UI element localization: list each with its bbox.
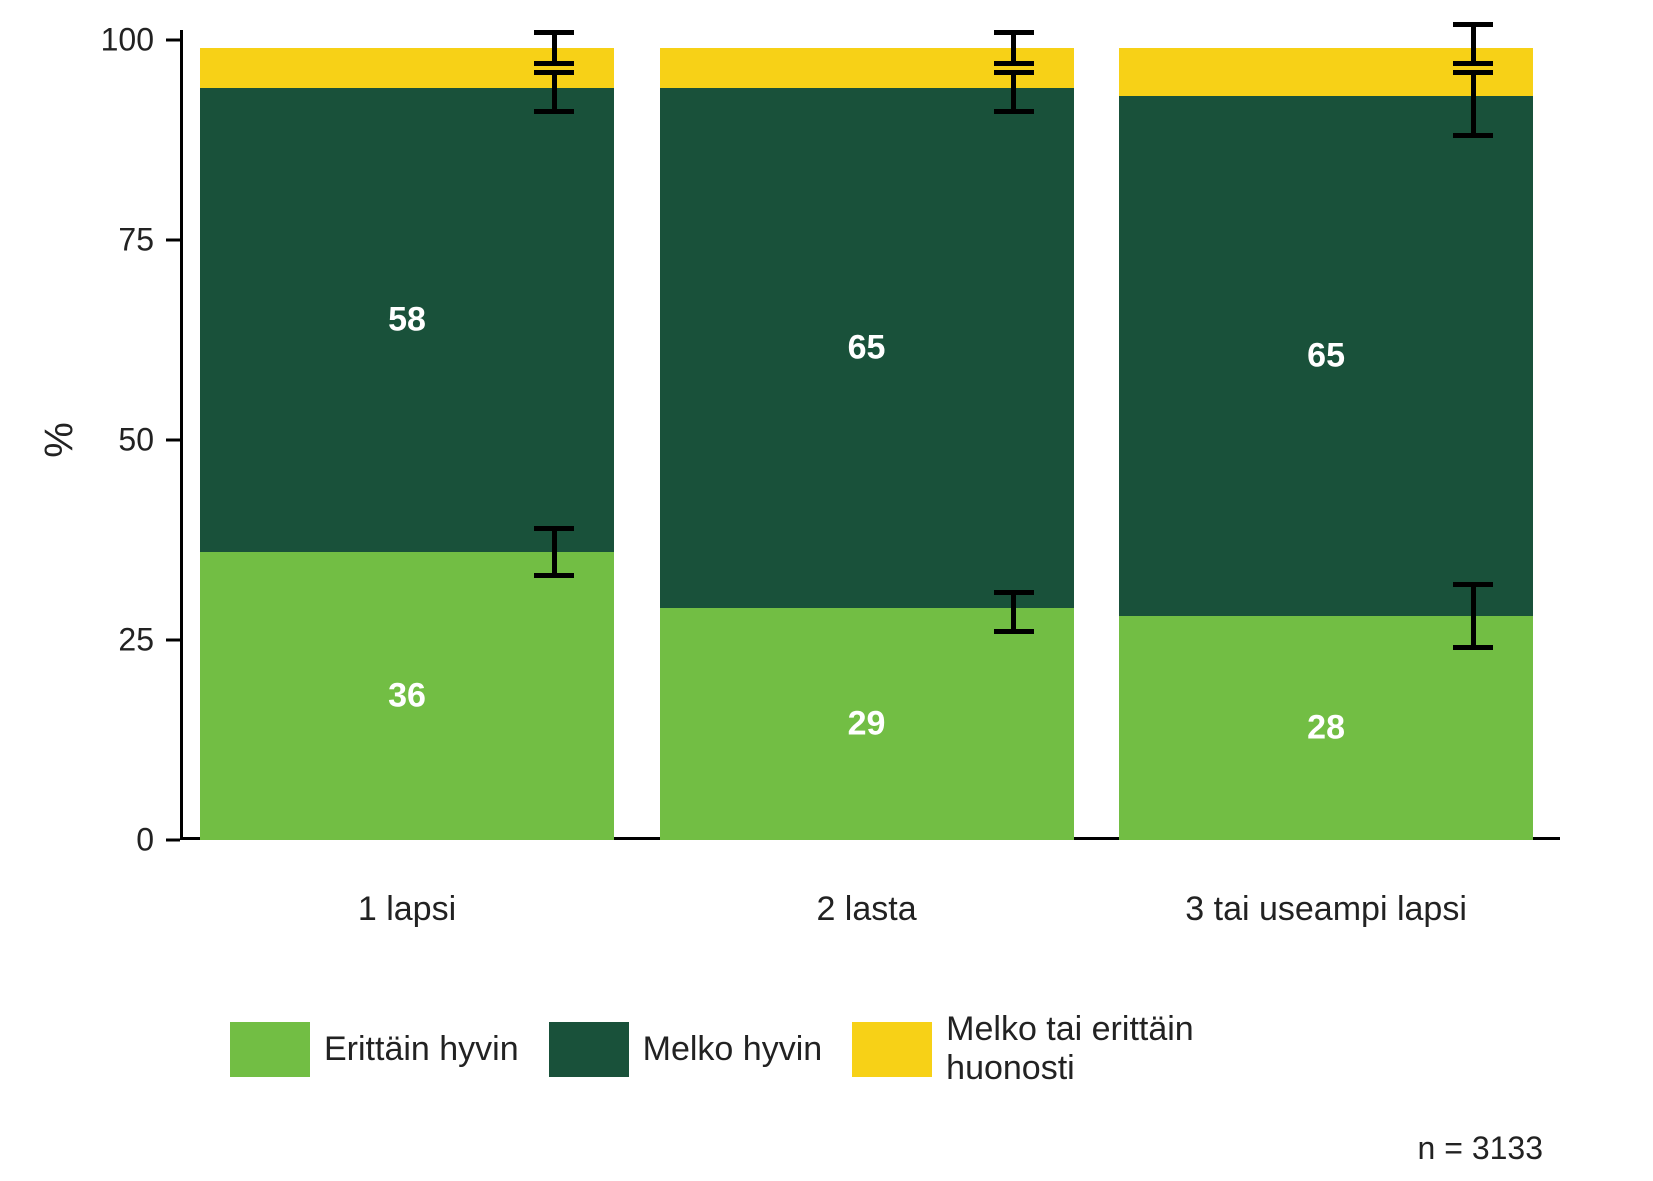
y-tick: 25 [94,622,180,659]
plot-area: 0255075100365829652865 [180,40,1560,840]
bar-value-label: 29 [848,705,886,744]
error-bar [994,32,1034,64]
sample-size-label: n = 3133 [1418,1130,1543,1167]
error-bar [1453,584,1493,648]
x-category-label: 3 tai useampi lapsi [1185,890,1467,929]
error-bar [534,528,574,576]
bar-value-label: 28 [1307,709,1345,748]
legend-swatch [230,1022,310,1077]
bar-group: 36 58 [200,48,614,840]
legend-item-melko_huonosti: Melko tai erittäin huonosti [852,1010,1246,1088]
legend-swatch [852,1022,932,1077]
error-bar [1453,72,1493,136]
x-category-label: 1 lapsi [358,890,456,929]
y-axis-line [180,30,183,840]
chart-container: % 0 25 50 75 100 36 58 29 65 28 65 Erittäin hyvin M… [0,0,1653,1181]
y-tick-label: 75 [94,222,158,259]
y-tick-label: 0 [94,822,158,859]
x-category-label: 2 lasta [816,890,916,929]
legend-swatch [549,1022,629,1077]
error-bar [534,72,574,112]
legend-item-erittain_hyvin: Erittäin hyvin [230,1022,519,1077]
y-tick: 75 [94,222,180,259]
y-tick-mark [166,39,180,42]
error-bar [994,592,1034,632]
y-tick: 50 [94,422,180,459]
bar-value-label: 65 [848,329,886,368]
y-tick-mark [166,839,180,842]
legend: Erittäin hyvin Melko hyvin Melko tai eritt… [230,1010,1246,1088]
bar-segment-melko_hyvin: 58 [200,88,614,552]
bar-segment-erittain_hyvin: 36 [200,552,614,840]
y-tick-mark [166,639,180,642]
bar-value-label: 36 [388,677,426,716]
y-tick-label: 50 [94,422,158,459]
y-tick: 100 [94,22,180,59]
bar-segment-erittain_hyvin: 29 [660,608,1074,840]
legend-label: Melko hyvin [643,1030,823,1069]
y-tick-mark [166,239,180,242]
legend-item-melko_hyvin: Melko hyvin [549,1022,823,1077]
legend-label: Erittäin hyvin [324,1030,519,1069]
bar-segment-melko_hyvin: 65 [660,88,1074,608]
bar-group: 29 65 [660,48,1074,840]
y-tick-label: 100 [94,22,158,59]
y-tick: 0 [94,822,180,859]
bar-segment-melko_hyvin: 65 [1119,96,1533,616]
y-tick-label: 25 [94,622,158,659]
legend-label: Melko tai erittäin huonosti [946,1010,1246,1088]
bar-group: 28 65 [1119,48,1533,840]
bar-value-label: 58 [388,301,426,340]
y-axis-label: % [38,422,83,458]
y-tick-mark [166,439,180,442]
error-bar [1453,24,1493,64]
error-bar [994,72,1034,112]
bar-value-label: 65 [1307,337,1345,376]
error-bar [534,32,574,64]
